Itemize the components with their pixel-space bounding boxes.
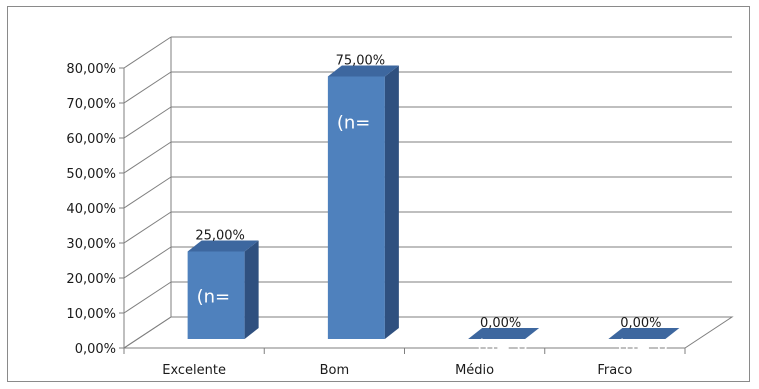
- gridline-diagonal: [123, 211, 172, 244]
- bar-inner-label: (n= 0: [617, 336, 668, 357]
- bar-inner-label: (n=: [197, 286, 231, 307]
- data-label: 0,00%: [480, 316, 521, 331]
- y-tick-label: 80,00%: [66, 62, 116, 77]
- data-label: 25,00%: [195, 229, 245, 244]
- gridline-diagonal: [123, 106, 172, 139]
- bar-front: [187, 251, 245, 339]
- data-label: 0,00%: [620, 316, 661, 331]
- gridline-diagonal: [123, 246, 172, 279]
- y-tick-label: 60,00%: [66, 132, 116, 147]
- gridline-diagonal: [123, 71, 172, 104]
- y-tick-label: 10,00%: [66, 307, 116, 322]
- bar-fraco: [608, 328, 680, 339]
- bar-front: [327, 76, 385, 339]
- y-tick-label: 40,00%: [66, 202, 116, 217]
- bar-médio: [468, 328, 540, 339]
- y-tick-label: 50,00%: [66, 167, 116, 182]
- gridline-diagonal: [123, 36, 172, 69]
- bar-side: [384, 65, 399, 339]
- y-tick-label: 20,00%: [66, 272, 116, 287]
- x-category-label: Médio: [455, 363, 494, 378]
- gridline-diagonal: [123, 141, 172, 174]
- bar-inner-label: (n= 0: [477, 336, 528, 357]
- x-category-label: Fraco: [597, 363, 632, 378]
- bar-top: [608, 328, 680, 339]
- gridline-diagonal: [123, 176, 172, 209]
- y-tick-label: 30,00%: [66, 237, 116, 252]
- bar-excelente: [187, 240, 259, 339]
- bar-top: [468, 328, 540, 339]
- bar-top: [187, 240, 259, 252]
- bar-inner-label: (n=: [337, 113, 371, 134]
- y-tick-label: 0,00%: [75, 342, 116, 357]
- gridline-diagonal: [123, 281, 172, 314]
- bar-top: [327, 65, 399, 77]
- x-category-label: Excelente: [162, 363, 226, 378]
- data-label: 75,00%: [336, 54, 386, 69]
- x-category-label: Bom: [320, 363, 350, 378]
- bar-bom: [327, 65, 399, 339]
- y-tick-label: 70,00%: [66, 97, 116, 112]
- bar-side: [244, 240, 259, 339]
- floor: [122, 316, 734, 349]
